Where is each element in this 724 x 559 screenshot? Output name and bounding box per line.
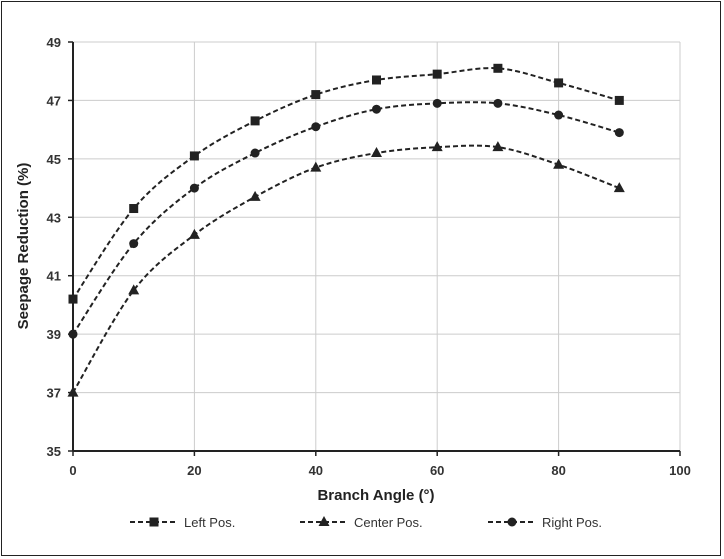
data-point-square	[68, 294, 78, 304]
data-point-square	[129, 204, 139, 214]
legend-label: Center Pos.	[354, 515, 423, 530]
legend-marker-square	[149, 517, 159, 527]
y-tick-label: 37	[47, 386, 61, 401]
data-point-triangle	[188, 228, 200, 239]
y-tick-label: 39	[47, 327, 61, 342]
data-point-square	[493, 63, 503, 73]
data-point-circle	[250, 148, 260, 158]
data-point-square	[372, 75, 381, 85]
data-point-triangle	[310, 161, 322, 172]
series-center-pos	[67, 141, 625, 397]
data-point-triangle	[492, 141, 504, 152]
data-point-circle	[311, 122, 321, 132]
legend: Left Pos. Center Pos. Right Pos.	[130, 515, 602, 530]
x-tick-label: 100	[669, 463, 691, 478]
data-point-square	[554, 78, 564, 88]
data-point-square	[189, 151, 199, 161]
x-tick-label: 0	[69, 463, 76, 478]
y-tick-label: 43	[47, 210, 61, 225]
grid-lines	[73, 41, 681, 451]
legend-item: Left Pos.	[130, 515, 235, 530]
data-point-triangle	[67, 386, 79, 397]
data-point-circle	[68, 329, 78, 339]
y-tick-label: 45	[47, 152, 61, 167]
data-point-triangle	[371, 147, 382, 158]
x-tick-label: 40	[309, 463, 323, 478]
data-point-circle	[493, 98, 503, 108]
data-point-triangle	[553, 158, 565, 169]
data-point-circle	[129, 239, 139, 249]
data-point-square	[311, 90, 321, 100]
data-point-circle	[432, 98, 442, 108]
data-point-circle	[554, 110, 564, 120]
legend-label: Left Pos.	[184, 515, 235, 530]
data-point-triangle	[431, 141, 443, 152]
data-point-circle	[372, 104, 381, 114]
x-tick-label: 80	[551, 463, 565, 478]
x-tick-label: 20	[187, 463, 201, 478]
legend-item: Center Pos.	[300, 515, 423, 530]
data-point-triangle	[128, 284, 140, 295]
series-line	[72, 101, 620, 335]
legend-marker-circle	[507, 517, 517, 527]
series-right-pos	[68, 98, 624, 339]
x-tick-label: 60	[430, 463, 444, 478]
axes	[68, 41, 681, 456]
y-tick-label: 47	[47, 93, 61, 108]
series-group	[67, 63, 625, 397]
legend-item: Right Pos.	[488, 515, 602, 530]
data-point-square	[614, 95, 624, 105]
y-tick-label: 35	[47, 444, 61, 459]
data-point-square	[250, 116, 260, 126]
series-line	[72, 144, 620, 394]
data-point-triangle	[613, 182, 625, 193]
legend-label: Right Pos.	[542, 515, 602, 530]
data-point-circle	[614, 128, 624, 138]
data-point-square	[432, 69, 442, 79]
y-tick-label: 41	[47, 269, 61, 284]
y-axis-title: Seepage Reduction (%)	[15, 163, 32, 330]
series-left-pos	[68, 63, 624, 304]
x-axis-title: Branch Angle (°)	[317, 487, 434, 504]
tick-labels: 35 37 39 41 43 45 47 49 0 20 40 60 80 100	[47, 35, 691, 478]
legend-marker-triangle	[318, 516, 330, 526]
data-point-circle	[189, 183, 199, 193]
y-tick-label: 49	[47, 35, 61, 50]
series-line	[72, 67, 620, 300]
data-point-triangle	[249, 190, 261, 201]
